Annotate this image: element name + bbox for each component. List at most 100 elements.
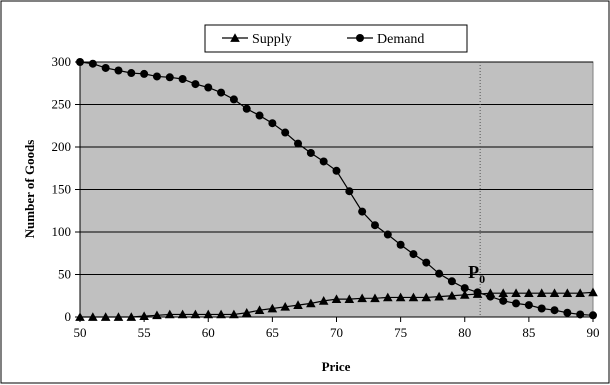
x-tick-label-80: 80 [458, 325, 471, 340]
supply-point [75, 312, 85, 321]
demand-point [101, 63, 110, 72]
p0-annotation: P0 [468, 262, 485, 286]
demand-point [563, 308, 572, 317]
supply-point [280, 302, 290, 311]
supply-point [575, 288, 585, 298]
supply-point [562, 288, 573, 298]
p0-annotation-text: P [468, 262, 479, 282]
legend-demand-marker [356, 34, 364, 42]
demand-point [281, 128, 290, 137]
supply-point [383, 292, 393, 302]
gridlines [80, 61, 593, 275]
supply-point [139, 311, 149, 320]
supply-point [588, 287, 598, 297]
supply-point [241, 307, 252, 317]
demand-point [127, 69, 136, 78]
demand-point [447, 277, 456, 286]
supply-point [447, 290, 457, 300]
p0-annotation-subscript: 0 [479, 272, 485, 286]
demand-point [165, 73, 174, 82]
legend-supply-marker [230, 33, 240, 42]
y-tick-label-300: 300 [52, 54, 72, 69]
legend-item-demand: Demand [347, 32, 424, 47]
demand-point [88, 59, 97, 68]
demand-point [140, 69, 149, 78]
demand-point [435, 269, 444, 278]
demand-point [370, 221, 379, 230]
demand-point [499, 296, 508, 305]
supply-point [203, 309, 214, 319]
legend-supply-label: Supply [252, 32, 292, 47]
supply-point [177, 309, 188, 319]
x-tick-label-75: 75 [394, 325, 407, 340]
supply-point [344, 294, 355, 303]
y-tick-label-200: 200 [52, 139, 72, 154]
supply-point [459, 290, 470, 299]
supply-point [549, 288, 560, 298]
demand-point [191, 80, 200, 89]
series-supply [75, 287, 598, 321]
demand-point [114, 66, 123, 75]
demand-point [473, 288, 482, 297]
supply-point [408, 292, 419, 302]
supply-point [190, 309, 201, 319]
demand-point [576, 310, 585, 319]
supply-point [370, 293, 380, 303]
legend-box [204, 24, 468, 53]
demand-point [512, 299, 521, 308]
supply-point [498, 288, 509, 298]
demand-point [204, 83, 213, 92]
supply-point [536, 288, 547, 298]
supply-point [434, 291, 444, 301]
supply-point [524, 288, 534, 298]
series-group [75, 58, 598, 321]
y-tick-label-150: 150 [52, 182, 72, 197]
supply-point [318, 296, 329, 305]
x-tick-label-60: 60 [202, 325, 215, 340]
supply-point [254, 305, 265, 315]
supply-point [152, 310, 162, 320]
demand-point [255, 111, 264, 120]
demand-point [76, 58, 84, 66]
supply-point [88, 312, 98, 321]
y-tick-label-250: 250 [52, 97, 72, 112]
demand-point [396, 240, 405, 249]
series-demand [76, 58, 597, 320]
demand-point [409, 250, 418, 259]
demand-point [460, 284, 469, 293]
demand-point [332, 166, 341, 175]
legend-demand-label: Demand [377, 32, 424, 47]
x-axis-title: Price [322, 359, 351, 374]
demand-point [358, 207, 367, 216]
supply-point [100, 312, 111, 321]
demand-point [550, 306, 559, 315]
demand-point [345, 187, 354, 196]
y-tick-label-100: 100 [52, 224, 72, 239]
supply-point [113, 312, 124, 321]
x-tick-label-55: 55 [138, 325, 151, 340]
demand-point [229, 95, 238, 104]
demand-point [319, 157, 328, 166]
supply-point [395, 292, 406, 302]
demand-point [268, 119, 277, 128]
supply-point [164, 309, 175, 319]
x-tick-label-50: 50 [74, 325, 87, 340]
supply-point [229, 309, 239, 319]
demand-point [178, 75, 187, 83]
legend-item-supply: Supply [222, 32, 292, 47]
demand-point [537, 304, 546, 313]
supply-point [306, 298, 316, 308]
y-tick-label-0: 0 [65, 309, 72, 324]
legend: Supply Demand [204, 24, 468, 53]
x-tick-label-65: 65 [266, 325, 279, 340]
supply-point [267, 303, 278, 313]
demand-point [294, 139, 303, 148]
y-axis-title: Number of Goods [22, 140, 37, 239]
supply-point [357, 293, 367, 303]
supply-point [421, 292, 432, 302]
demand-point [524, 301, 533, 310]
supply-point [293, 300, 303, 309]
demand-point [383, 230, 392, 239]
